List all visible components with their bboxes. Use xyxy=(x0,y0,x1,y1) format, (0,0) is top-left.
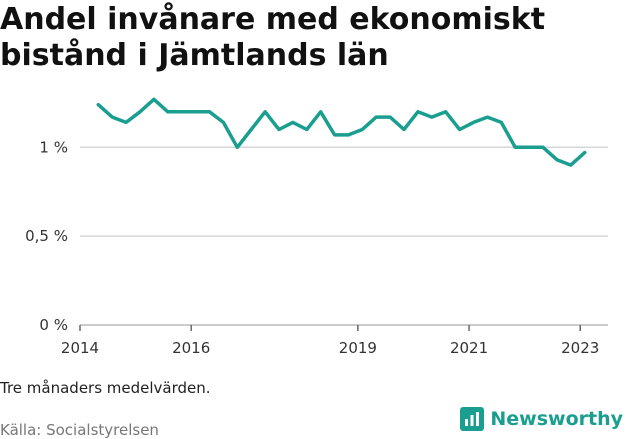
x-tick-label: 2021 xyxy=(450,339,488,357)
x-tick-label: 2016 xyxy=(172,339,210,357)
x-axis: 0 % 0,5 % 1 % 2014 2016 2019 2021 2023 xyxy=(25,138,599,357)
chart-title: Andel invånare med ekonomiskt bistånd i … xyxy=(0,2,546,73)
brand-name: Newsworthy xyxy=(490,408,623,430)
y-tick-label: 0,5 % xyxy=(25,227,68,245)
y-tick-label: 1 % xyxy=(39,138,68,156)
series-line xyxy=(96,97,587,167)
x-tick-label: 2023 xyxy=(561,339,599,357)
x-tick-label: 2014 xyxy=(61,339,99,357)
series-layer xyxy=(96,97,587,167)
chart-note: Tre månaders medelvärden. xyxy=(0,379,211,397)
x-tick-label: 2019 xyxy=(339,339,377,357)
source-credit: Källa: Socialstyrelsen xyxy=(0,421,159,439)
bar-chart-icon xyxy=(460,407,485,431)
y-tick-label: 0 % xyxy=(39,316,68,334)
grid-layer xyxy=(80,146,608,326)
newsworthy-logo: Newsworthy xyxy=(460,407,623,431)
